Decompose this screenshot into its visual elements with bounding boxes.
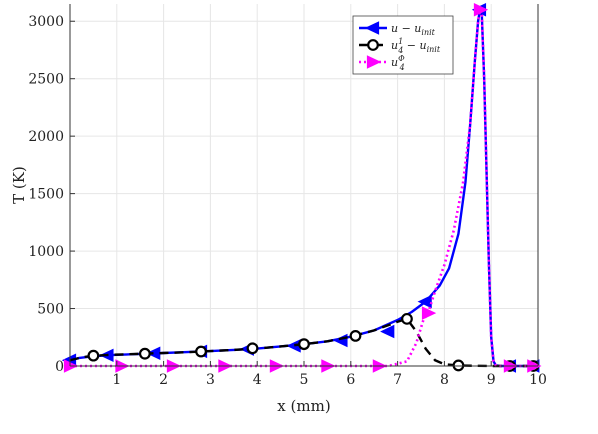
data-point [349,329,362,342]
data-point [473,3,489,17]
x-tick-label: 6 [346,372,355,388]
data-point [380,324,395,339]
series-layer [61,3,542,373]
x-tick-label: 10 [529,372,547,388]
x-tick-label: 2 [159,372,168,388]
data-point [246,342,259,355]
legend-marker [366,55,382,69]
data-point [298,338,310,351]
series-2 [63,3,542,373]
y-tick-label: 1000 [28,244,64,260]
data-point [87,349,100,362]
y-tick-label: 1500 [28,187,64,203]
data-point [421,306,437,320]
legend-label: uΦ 4 [391,54,405,72]
y-tick-label: 2000 [28,129,64,145]
legend-label: u1 4 − uinit [391,37,441,55]
axes: 1 2 3 4 5 6 7 8 9 10 0 500 1000 1500 2000 2500 3000 x (mm… [10,4,547,415]
legend-marker [367,39,379,51]
y-tick-label: 3000 [28,14,64,30]
y-tick-label: 0 [55,359,64,375]
legend-marker [364,21,380,35]
x-tick-label: 9 [487,372,496,388]
y-tick-label: 500 [37,302,64,318]
series-line [70,8,538,368]
y-axis-label: T (K) [10,166,28,204]
data-point [195,345,207,358]
grid [69,4,539,367]
y-tick-label: 2500 [28,72,64,88]
series-0 [61,3,540,373]
x-axis-label: x (mm) [277,397,330,415]
x-tick-label: 7 [393,372,402,388]
x-tick-label: 8 [440,372,449,388]
data-point [138,347,151,360]
x-tick-label: 1 [112,372,121,388]
data-point [333,333,348,348]
data-point [417,294,432,309]
data-point [401,312,413,325]
x-tick-label: 3 [206,372,215,388]
data-point [452,359,465,372]
x-tick-label: 5 [300,372,309,388]
x-tick-label: 4 [253,372,262,388]
legend-label: u − uinit [391,22,436,37]
